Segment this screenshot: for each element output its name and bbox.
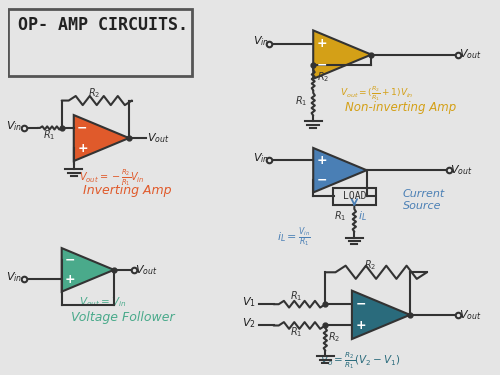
Text: −: − [77, 122, 88, 134]
FancyBboxPatch shape [8, 9, 192, 76]
Text: $V_{out}$: $V_{out}$ [460, 308, 482, 322]
Text: $V_{out}$: $V_{out}$ [135, 263, 158, 277]
Polygon shape [313, 148, 366, 192]
Text: $R_2$: $R_2$ [316, 70, 329, 84]
Text: $V_{in}$: $V_{in}$ [253, 151, 269, 165]
Text: $V_{out}=-\frac{R_2}{R_1}V_{in}$: $V_{out}=-\frac{R_2}{R_1}V_{in}$ [78, 167, 144, 188]
Text: −: − [356, 298, 366, 311]
Text: +: + [356, 319, 366, 332]
Text: $R_2$: $R_2$ [364, 258, 376, 272]
Text: $R_1$: $R_1$ [44, 129, 56, 142]
Text: $V_{in}$: $V_{in}$ [6, 119, 22, 133]
Text: Voltage Follower: Voltage Follower [72, 311, 175, 324]
Polygon shape [352, 291, 410, 339]
Text: −: − [316, 59, 327, 72]
Text: $R_2$: $R_2$ [328, 330, 340, 344]
Text: $V_{out}$: $V_{out}$ [450, 163, 472, 177]
Polygon shape [313, 30, 372, 79]
Text: +: + [316, 38, 327, 51]
Text: $R_1$: $R_1$ [290, 290, 302, 303]
Text: $V_{out}$: $V_{out}$ [148, 131, 170, 145]
Text: $V_o=\frac{R_2}{R_1}(V_2-V_1)$: $V_o=\frac{R_2}{R_1}(V_2-V_1)$ [320, 350, 401, 370]
Text: $V_{out}$: $V_{out}$ [460, 48, 482, 62]
Text: Non-inverting Amp: Non-inverting Amp [344, 101, 456, 114]
Text: $i_L=\frac{V_{in}}{R_1}$: $i_L=\frac{V_{in}}{R_1}$ [277, 225, 311, 249]
Text: $V_{in}$: $V_{in}$ [6, 271, 22, 284]
Text: $V_{out}=(\frac{R_2}{R_1}+1)V_{in}$: $V_{out}=(\frac{R_2}{R_1}+1)V_{in}$ [340, 85, 413, 103]
Text: $V_{out}=V_{in}$: $V_{out}=V_{in}$ [78, 296, 126, 309]
Text: LOAD: LOAD [342, 192, 366, 201]
Text: −: − [316, 174, 327, 186]
Text: $R_1$: $R_1$ [290, 325, 302, 339]
Text: $V_1$: $V_1$ [242, 295, 256, 309]
Text: +: + [316, 154, 327, 167]
FancyBboxPatch shape [333, 188, 376, 205]
Text: +: + [65, 273, 76, 286]
Polygon shape [62, 248, 114, 292]
Text: Current
Source: Current Source [402, 189, 445, 211]
Text: OP- AMP CIRCUITS.: OP- AMP CIRCUITS. [18, 16, 188, 34]
Text: Inverting Amp: Inverting Amp [84, 184, 172, 197]
Text: $i_L$: $i_L$ [358, 209, 367, 223]
Text: $R_2$: $R_2$ [88, 86, 101, 100]
Text: $R_1$: $R_1$ [295, 94, 307, 108]
Text: +: + [77, 142, 88, 154]
Text: $V_2$: $V_2$ [242, 316, 256, 330]
Polygon shape [74, 115, 129, 161]
Text: $R_1$: $R_1$ [334, 210, 346, 224]
Text: $V_{in}$: $V_{in}$ [253, 34, 269, 48]
Text: −: − [65, 254, 76, 267]
